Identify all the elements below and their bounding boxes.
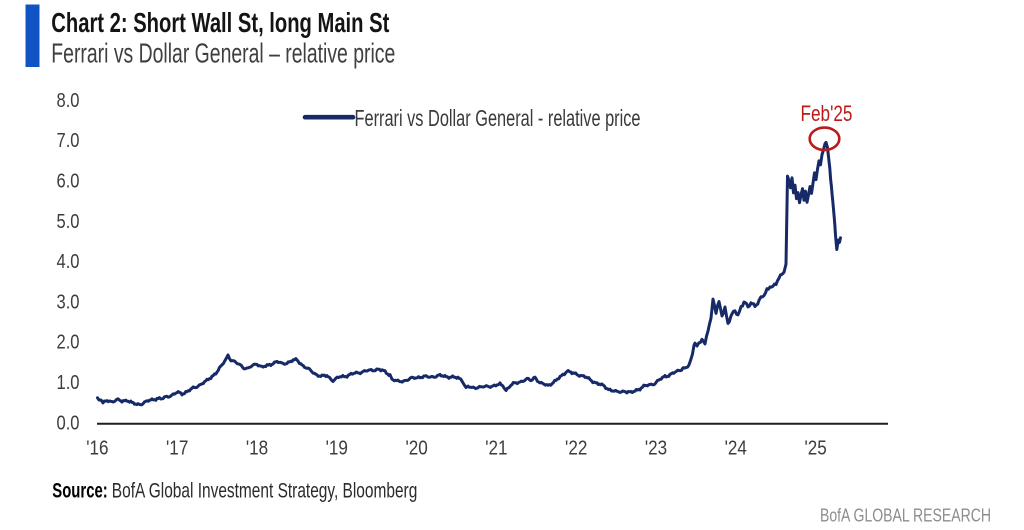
svg-text:'25: '25 (804, 437, 826, 459)
svg-text:BofA GLOBAL RESEARCH: BofA GLOBAL RESEARCH (820, 506, 991, 526)
svg-text:1.0: 1.0 (57, 372, 80, 394)
svg-text:0.0: 0.0 (57, 412, 80, 434)
svg-text:'19: '19 (326, 437, 348, 459)
svg-text:'20: '20 (405, 437, 427, 459)
svg-text:'16: '16 (86, 437, 108, 459)
svg-text:5.0: 5.0 (57, 211, 80, 233)
svg-text:'23: '23 (645, 437, 667, 459)
svg-text:7.0: 7.0 (57, 130, 80, 152)
svg-text:'18: '18 (246, 437, 268, 459)
svg-text:Chart 2: Short Wall St, long M: Chart 2: Short Wall St, long Main St (51, 7, 389, 38)
svg-text:4.0: 4.0 (57, 251, 80, 273)
svg-text:8.0: 8.0 (57, 90, 80, 112)
svg-text:2.0: 2.0 (57, 332, 80, 354)
svg-text:'17: '17 (166, 437, 188, 459)
svg-text:3.0: 3.0 (57, 291, 80, 313)
svg-text:'21: '21 (485, 437, 507, 459)
svg-text:Ferrari vs Dollar General – re: Ferrari vs Dollar General – relative pri… (51, 37, 395, 68)
svg-text:'22: '22 (565, 437, 587, 459)
svg-text:Ferrari vs Dollar General - re: Ferrari vs Dollar General - relative pri… (355, 105, 641, 131)
svg-text:BofA Global Investment Strateg: BofA Global Investment Strategy, Bloombe… (112, 480, 418, 503)
svg-text:Source:: Source: (52, 480, 107, 503)
svg-text:'24: '24 (725, 437, 747, 459)
svg-text:6.0: 6.0 (57, 171, 80, 193)
svg-text:Feb'25: Feb'25 (801, 101, 853, 126)
